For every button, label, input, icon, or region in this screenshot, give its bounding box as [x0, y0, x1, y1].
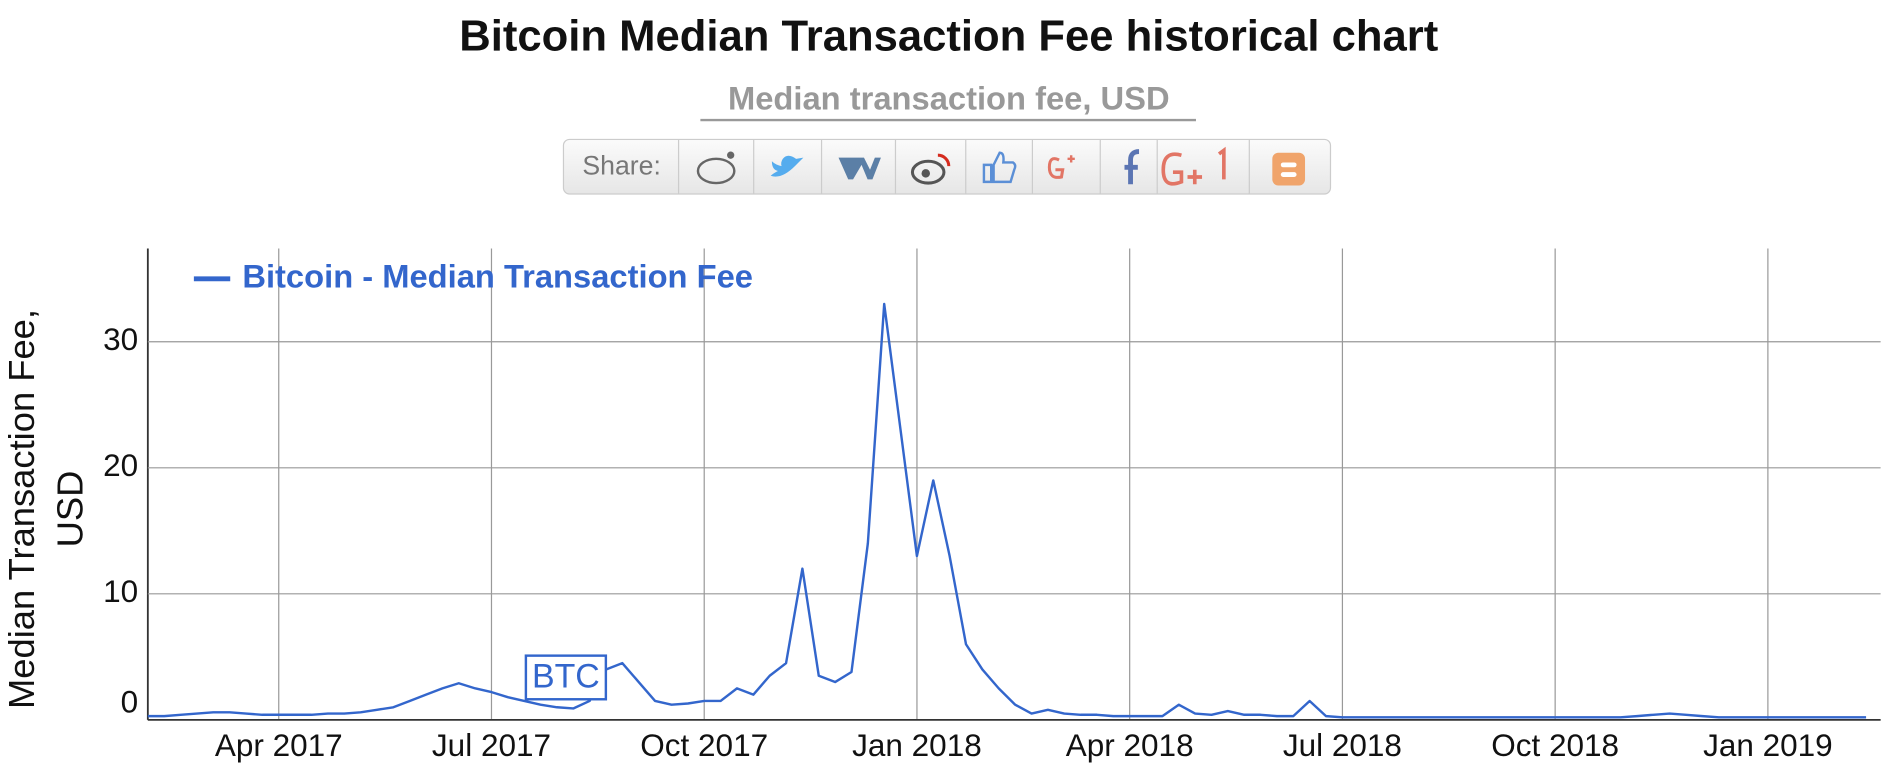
x-tick-label: Oct 2017 [640, 727, 768, 763]
share-bar: Share: [562, 138, 1332, 195]
x-tick-label: Jan 2019 [1703, 727, 1833, 763]
gplusone-icon[interactable] [1161, 146, 1226, 186]
y-tick-label: 0 [121, 683, 139, 719]
data-line [147, 302, 1867, 719]
x-tick-label: Jan 2018 [852, 727, 982, 763]
like-icon[interactable] [982, 151, 1017, 184]
blogger-icon[interactable] [1272, 152, 1306, 186]
x-tick-label: Jul 2018 [1283, 727, 1402, 763]
twitter-icon[interactable] [770, 155, 804, 177]
vk-icon[interactable] [838, 157, 881, 180]
plot [147, 302, 1867, 719]
annotation-box [524, 654, 608, 701]
chart-subtitle[interactable]: Median transaction fee, USD [728, 79, 1170, 116]
x-tick-label: Oct 2018 [1491, 727, 1619, 763]
y-axis-label: Median Transaction Fee, USD [1, 309, 90, 709]
x-tick-label: Apr 2018 [1066, 727, 1194, 763]
y-tick-label: 10 [103, 573, 138, 609]
x-tick-label: Apr 2017 [215, 727, 343, 763]
facebook-icon[interactable] [1124, 149, 1140, 185]
x-tick-label: Jul 2017 [432, 727, 551, 763]
legend-label: Bitcoin - Median Transaction Fee [242, 257, 753, 294]
reddit-icon[interactable] [696, 151, 736, 185]
gplus-icon[interactable] [1047, 157, 1065, 179]
annotation: BTC [532, 658, 600, 696]
y-tick-label: 20 [103, 447, 138, 483]
weibo-icon[interactable] [910, 153, 951, 185]
y-tick-label: 30 [103, 321, 138, 357]
grid [147, 248, 1881, 721]
share-label: Share: [582, 150, 661, 180]
chart-title: Bitcoin Median Transaction Fee historica… [459, 12, 1438, 60]
